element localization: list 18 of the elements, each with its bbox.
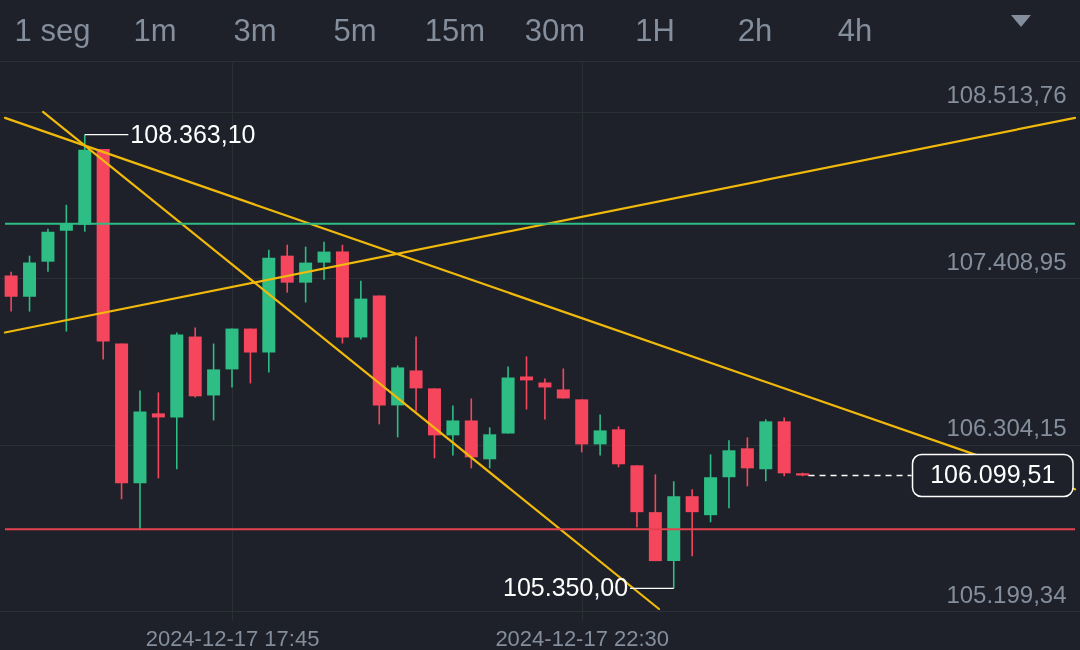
annotation: 108.363,10 (130, 119, 256, 148)
text: 4h (836, 12, 874, 49)
annotation: 105.350,00 (503, 573, 629, 602)
y-tick-label: 106.304,15 (946, 414, 1067, 442)
y-tick-label: 105.199,34 (946, 580, 1067, 608)
text: 1m (132, 12, 178, 49)
x-tick-label: 2024-12-17 17:45 (145, 625, 320, 650)
text: 1 seg (13, 12, 92, 49)
y-tick-label: 107.408,95 (946, 247, 1067, 275)
y-tick-label: 108.513,76 (946, 81, 1067, 109)
text: 2h (736, 12, 774, 49)
x-tick-label: 2024-12-17 22:30 (495, 625, 670, 650)
text: 3m (232, 12, 278, 49)
text: 5m (332, 12, 378, 49)
text: 1H (634, 12, 676, 49)
text: 15m (423, 12, 487, 49)
text: 30m (523, 12, 587, 49)
ref-line-label: 106.099,51 (930, 460, 1056, 489)
